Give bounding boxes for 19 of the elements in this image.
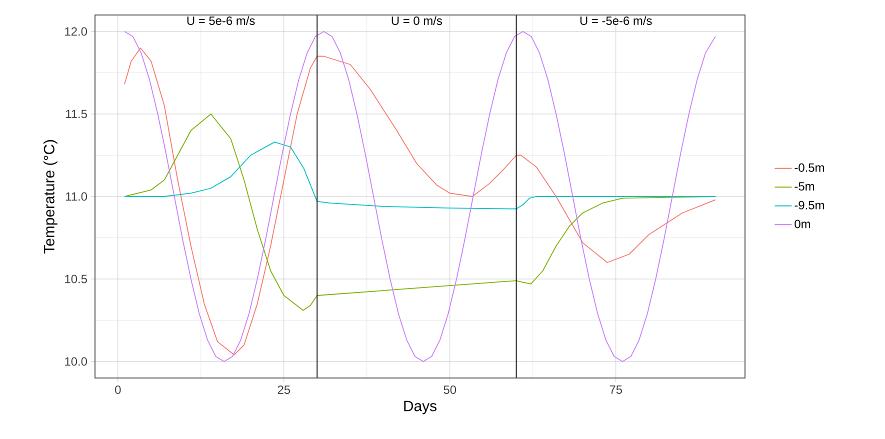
legend-label: -0.5m (794, 163, 824, 172)
legend-label: -9.5m (794, 200, 824, 210)
legend-label: -5m (794, 182, 814, 191)
y-tick-label: 11.0 (66, 192, 88, 201)
x-tick-label: 25 (278, 386, 290, 394)
line-series (124, 142, 716, 210)
annotation: U = 0 m/s (392, 16, 442, 25)
x-tick-label: 50 (444, 386, 456, 394)
annotation: U = 5e-6 m/s (187, 16, 255, 25)
x-tick-label: 0 (115, 386, 121, 394)
y-tick-label: 11.5 (66, 110, 87, 118)
legend-label: 0m (794, 220, 810, 228)
annotation: U = -5e-6 m/s (580, 16, 652, 25)
y-tick-label: 12.0 (65, 27, 88, 36)
x-axis-title: Days (404, 400, 436, 414)
y-tick-label: 10.0 (65, 357, 88, 366)
y-axis-title: Temperature (°C) (43, 140, 58, 254)
y-tick-label: 10.5 (65, 274, 87, 284)
x-tick-label: 75 (610, 386, 622, 394)
